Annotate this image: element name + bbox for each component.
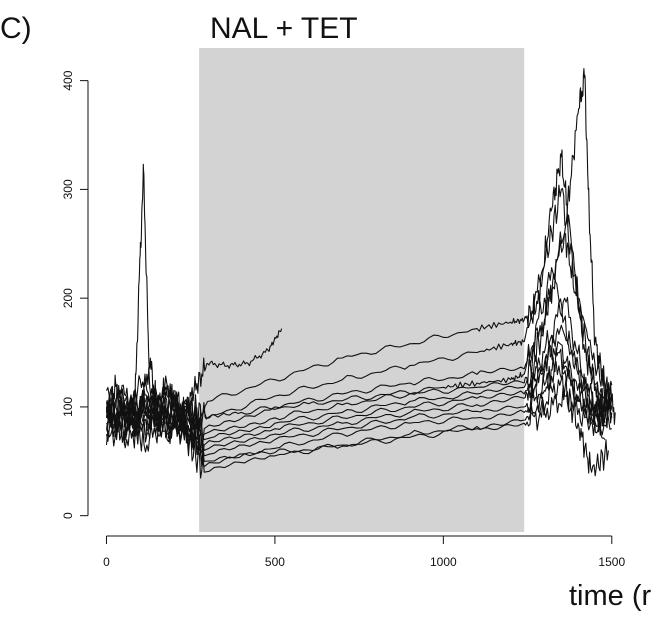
series-line-11 [106, 347, 613, 468]
series-line-6 [105, 273, 613, 449]
series-lines [105, 68, 616, 479]
panel-label: C) [0, 12, 32, 45]
series-line-13 [105, 385, 612, 465]
x-tick-label: 0 [103, 555, 110, 569]
x-tick-label: 1500 [598, 555, 625, 569]
y-tick-label: 0 [61, 512, 75, 519]
y-tick-label: 300 [61, 179, 75, 199]
x-tick-label: 1000 [430, 555, 457, 569]
y-tick-label: 400 [61, 70, 75, 90]
y-tick-label: 100 [61, 397, 75, 417]
series-line-10 [105, 355, 606, 468]
treatment-shaded-region [199, 48, 525, 532]
series-line-5 [105, 232, 613, 443]
x-tick-label: 500 [265, 555, 285, 569]
series-line-8 [106, 324, 613, 453]
x-axis-label: time (r [569, 580, 652, 612]
shaded-region [199, 48, 525, 532]
chart-title: NAL + TET [210, 12, 358, 45]
y-tick-label: 200 [61, 288, 75, 308]
axes: 0 500 1000 1500 0 100 200 300 400 [61, 70, 625, 569]
